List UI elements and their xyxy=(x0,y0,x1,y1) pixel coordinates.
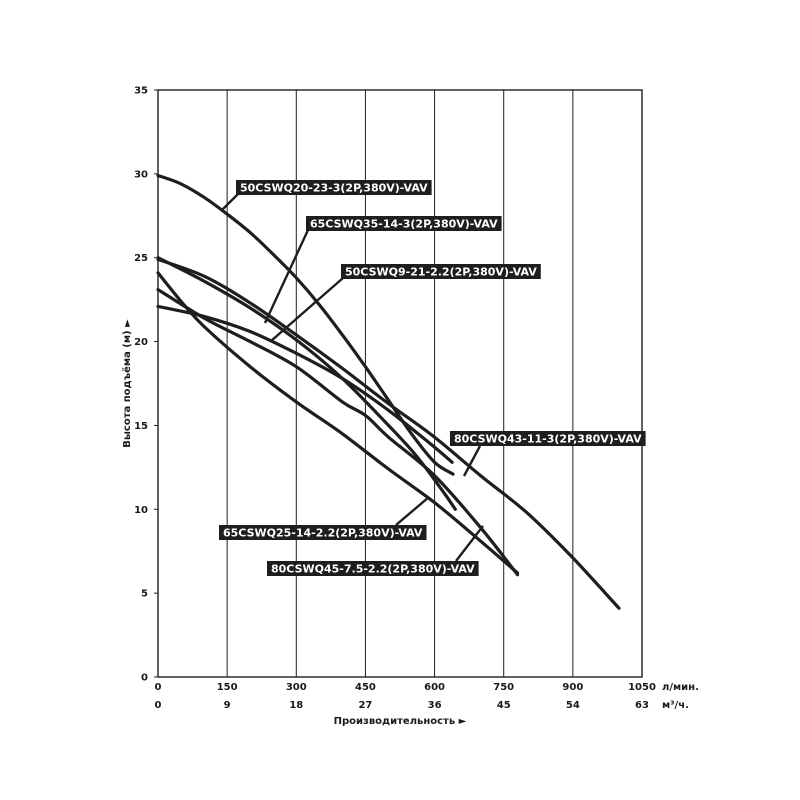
series-curves xyxy=(156,173,621,610)
x-axis-title: Производительность ► xyxy=(334,716,467,727)
x-tick-label-primary: 750 xyxy=(493,682,514,693)
series-label-box-5 xyxy=(219,525,427,540)
series-label-5: 65CSWQ25-14-2.2(2P,380V)-VAV xyxy=(223,527,423,540)
x-tick-label-secondary: 36 xyxy=(428,700,442,711)
x-tick-label-primary: 150 xyxy=(217,682,238,693)
x-unit-secondary: м³/ч. xyxy=(662,700,689,711)
x-tick-label-secondary: 63 xyxy=(635,700,649,711)
x-tick-labels-secondary: 0 9 18 27 36 45 54 63 xyxy=(155,700,649,711)
series-label-1: 50CSWQ20-23-3(2P,380V)-VAV xyxy=(240,182,428,195)
series-line-1 xyxy=(156,173,455,476)
y-tick-label: 25 xyxy=(134,253,148,264)
label-leader-4 xyxy=(462,445,482,477)
x-tick-label-primary: 450 xyxy=(355,682,376,693)
series-label-box-1 xyxy=(236,180,432,195)
x-unit-primary: л/мин. xyxy=(662,682,699,693)
x-tick-label-secondary: 18 xyxy=(289,700,303,711)
y-tick-label: 5 xyxy=(141,589,148,600)
label-leader-3 xyxy=(270,277,344,342)
label-leader-6 xyxy=(455,525,484,562)
series-line-3 xyxy=(156,304,454,464)
x-tick-labels-primary: 0 150 300 450 600 750 900 1050 xyxy=(155,682,656,693)
series-line-6 xyxy=(156,288,520,577)
x-tick-label-primary: 300 xyxy=(286,682,307,693)
y-axis-title: Высота подъёма (м) ► xyxy=(121,319,133,448)
y-tick-label: 0 xyxy=(141,673,148,684)
label-leader-1 xyxy=(220,193,239,212)
y-tick-label: 15 xyxy=(134,421,148,432)
x-tick-label-primary: 900 xyxy=(562,682,583,693)
label-leader-2 xyxy=(263,229,310,324)
x-tick-label-secondary: 45 xyxy=(497,700,511,711)
grid-lines xyxy=(226,90,574,677)
series-line-2 xyxy=(156,256,457,511)
series-line-5 xyxy=(156,271,520,575)
y-tick-labels: 0 5 10 15 20 25 30 35 xyxy=(134,86,158,684)
x-tick-label-primary: 1050 xyxy=(628,682,656,693)
series-line-4 xyxy=(156,257,621,610)
y-tick-label: 35 xyxy=(134,86,148,97)
plot-frame xyxy=(157,89,643,678)
series-label-4: 80CSWQ43-11-3(2P,380V)-VAV xyxy=(454,433,642,446)
series-label-3: 50CSWQ9-21-2.2(2P,380V)-VAV xyxy=(345,266,537,279)
series-label-box-4 xyxy=(450,431,646,446)
x-tick-label-secondary: 27 xyxy=(358,700,372,711)
series-labels: 50CSWQ20-23-3(2P,380V)-VAV 65CSWQ35-14-3(… xyxy=(219,180,646,576)
series-label-2: 65CSWQ35-14-3(2P,380V)-VAV xyxy=(310,218,498,231)
series-label-box-6 xyxy=(267,561,479,576)
series-label-box-3 xyxy=(341,264,541,279)
x-tick-label-primary: 0 xyxy=(155,682,162,693)
y-tick-label: 30 xyxy=(134,169,148,180)
label-leaders xyxy=(220,193,484,562)
label-leader-5 xyxy=(395,496,430,526)
y-tick-label: 20 xyxy=(134,337,148,348)
x-tick-label-secondary: 54 xyxy=(566,700,580,711)
x-tick-label-primary: 600 xyxy=(424,682,445,693)
x-tick-label-secondary: 9 xyxy=(224,700,231,711)
series-label-box-2 xyxy=(306,216,502,231)
series-label-6: 80CSWQ45-7.5-2.2(2P,380V)-VAV xyxy=(271,563,475,576)
x-tick-label-secondary: 0 xyxy=(155,700,162,711)
y-tick-label: 10 xyxy=(134,505,148,516)
